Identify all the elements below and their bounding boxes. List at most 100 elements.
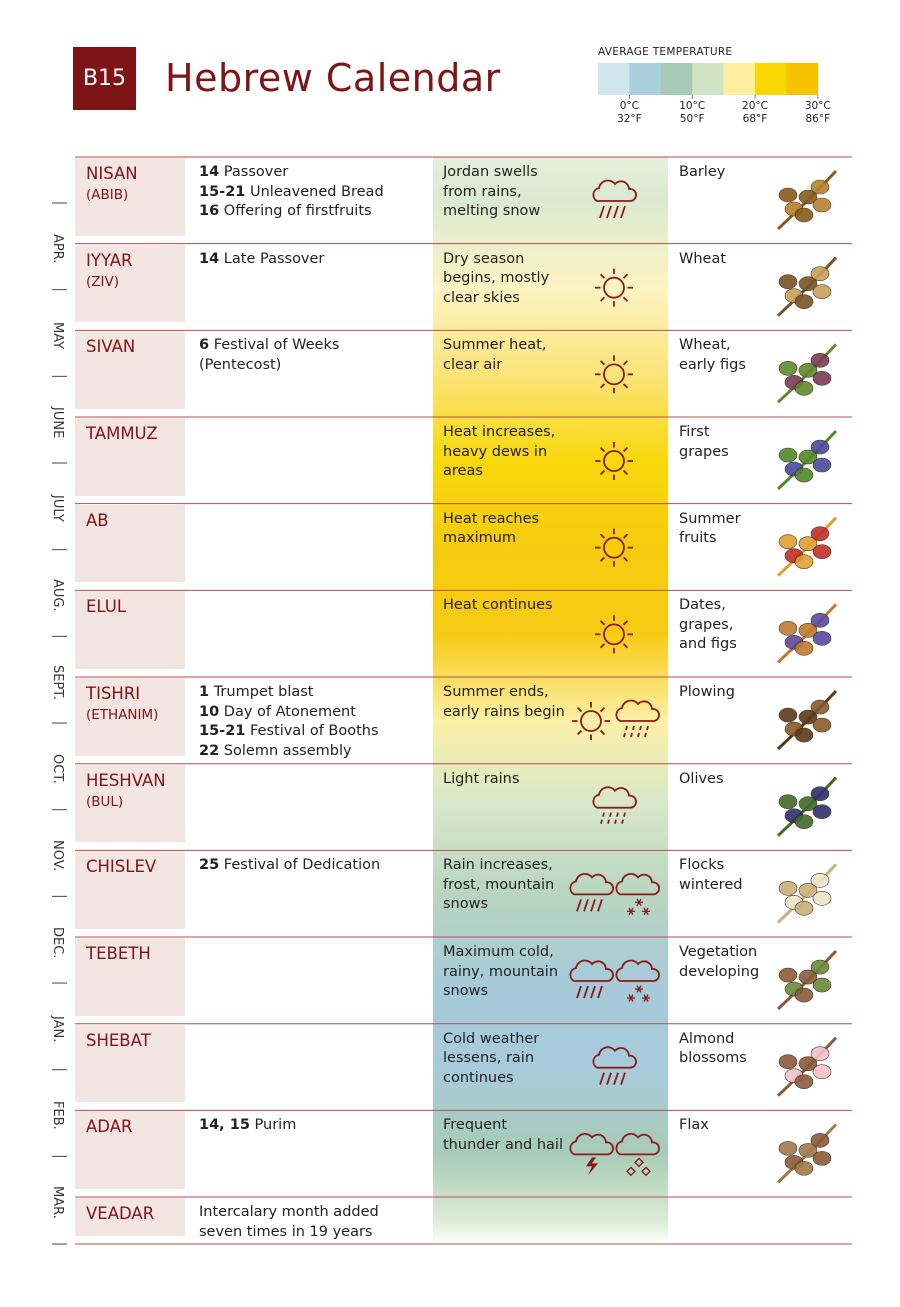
crop-illustration [776,1036,838,1097]
crop-shape [778,534,798,549]
rain-icon [569,959,614,999]
event: 22 Solemn assembly [199,742,424,762]
raindrop [597,899,603,912]
raindrop [614,819,617,824]
month-cell-bg [75,331,185,409]
sun-ray [599,620,606,626]
legend-title: AVERAGE TEMPERATURE [598,46,733,58]
raindrop [639,725,642,731]
month-name: TISHRI [86,684,141,704]
sun-ray [599,556,606,562]
crop-shape [794,1074,814,1089]
snowflake [643,907,649,916]
event-text: Late Passover [223,250,325,267]
legend-label: 20°C 68°F [730,100,780,126]
sun-ray [622,643,629,649]
crop-shape [778,881,798,896]
raindrop [609,812,612,817]
gregorian-month: NOV. [50,839,65,871]
crop-shape [812,804,832,819]
raindrop [620,205,626,219]
sun-ray [622,620,629,626]
crop-shape [812,1064,832,1079]
gregorian-month: DEC. [50,926,65,958]
crop-shape [812,977,832,993]
month-cell-bg [75,158,185,236]
raindrop [599,1072,605,1085]
event-day: 10 [199,703,220,720]
crop-text: Olives [679,770,724,787]
crop-shape [794,727,814,743]
cloud [592,179,637,202]
event-day: 15-21 [199,723,246,740]
crop-shape [812,457,832,473]
sun-ray [622,446,629,453]
crop-illustration [776,1123,838,1184]
month-cell-bg [75,938,185,1016]
crop-shape [810,179,830,195]
gregorian-month: MAR. [50,1185,65,1219]
crop-shape [778,967,798,983]
crop-shape [810,526,830,541]
event-text: Purim [254,1117,297,1134]
legend-label: 30°C 86°F [793,100,843,126]
hailstone [634,1157,644,1168]
crop-shape [778,1141,798,1156]
gregorian-month: OCT. [50,753,65,784]
event: 14, 15 Purim [199,1116,424,1136]
crop-shape [810,873,830,888]
month-cell-bg [75,504,185,583]
sun-ray [599,446,606,453]
event: 15-21 Festival of Booths [199,722,424,742]
crop-text: First grapes [679,424,729,460]
weather-text: Summer heat, clear air [443,337,547,373]
event-day: 6 [199,337,210,354]
month-name: AB [86,510,109,530]
event: 15-21 Unleavened Bread [199,183,424,203]
fahrenheit: 50°F [679,113,705,125]
sun-ray [599,273,606,279]
celsius: 30°C [804,100,831,112]
weather-text: Maximum cold, rainy, mountain snows [443,944,559,1000]
month-cell-bg [75,764,185,843]
event: 1 Trumpet blast [199,683,424,703]
hailstone [626,1166,636,1177]
crop-shape [812,371,832,386]
gregorian-month: FEB. [50,1100,65,1130]
raindrop [576,899,582,912]
thunder-icon [569,1133,614,1176]
crop-text: Summer fruits [679,510,741,547]
crop-shape [794,901,814,916]
sun-icon [595,355,633,394]
celsius: 10°C [679,100,706,112]
fahrenheit: 86°F [805,113,831,125]
event: 6 Festival of Weeks (Pentecost) [199,336,359,375]
celsius: 20°C [742,100,768,112]
alt-month-name: (ABIB) [86,187,129,203]
crop-text: Vegetation developing [679,944,760,980]
event-text: Unleavened Bread [249,183,384,200]
sun-disc [603,623,625,646]
event-day: 14 [199,250,220,267]
raindrop [590,985,596,999]
month-cell-bg [75,591,185,669]
sun-ray [599,469,606,476]
event-text: Festival of Dedication [223,857,381,874]
raindrop [623,812,626,817]
raindrop [606,205,612,219]
crop-text: Barley [679,164,726,180]
crop-text: Flax [679,1117,709,1134]
sun-ray [622,360,629,366]
crop-shape [778,447,798,463]
crop-shape [798,449,818,465]
cloud [569,959,614,982]
sun-ray [622,273,629,279]
snow-icon [615,873,660,916]
raindrop [583,985,589,999]
snow-icon [615,959,660,1002]
gregorian-month: JULY [50,495,65,522]
crop-shape [810,613,830,628]
event-day: 25 [199,857,220,874]
event-text: Solemn assembly [223,742,352,759]
